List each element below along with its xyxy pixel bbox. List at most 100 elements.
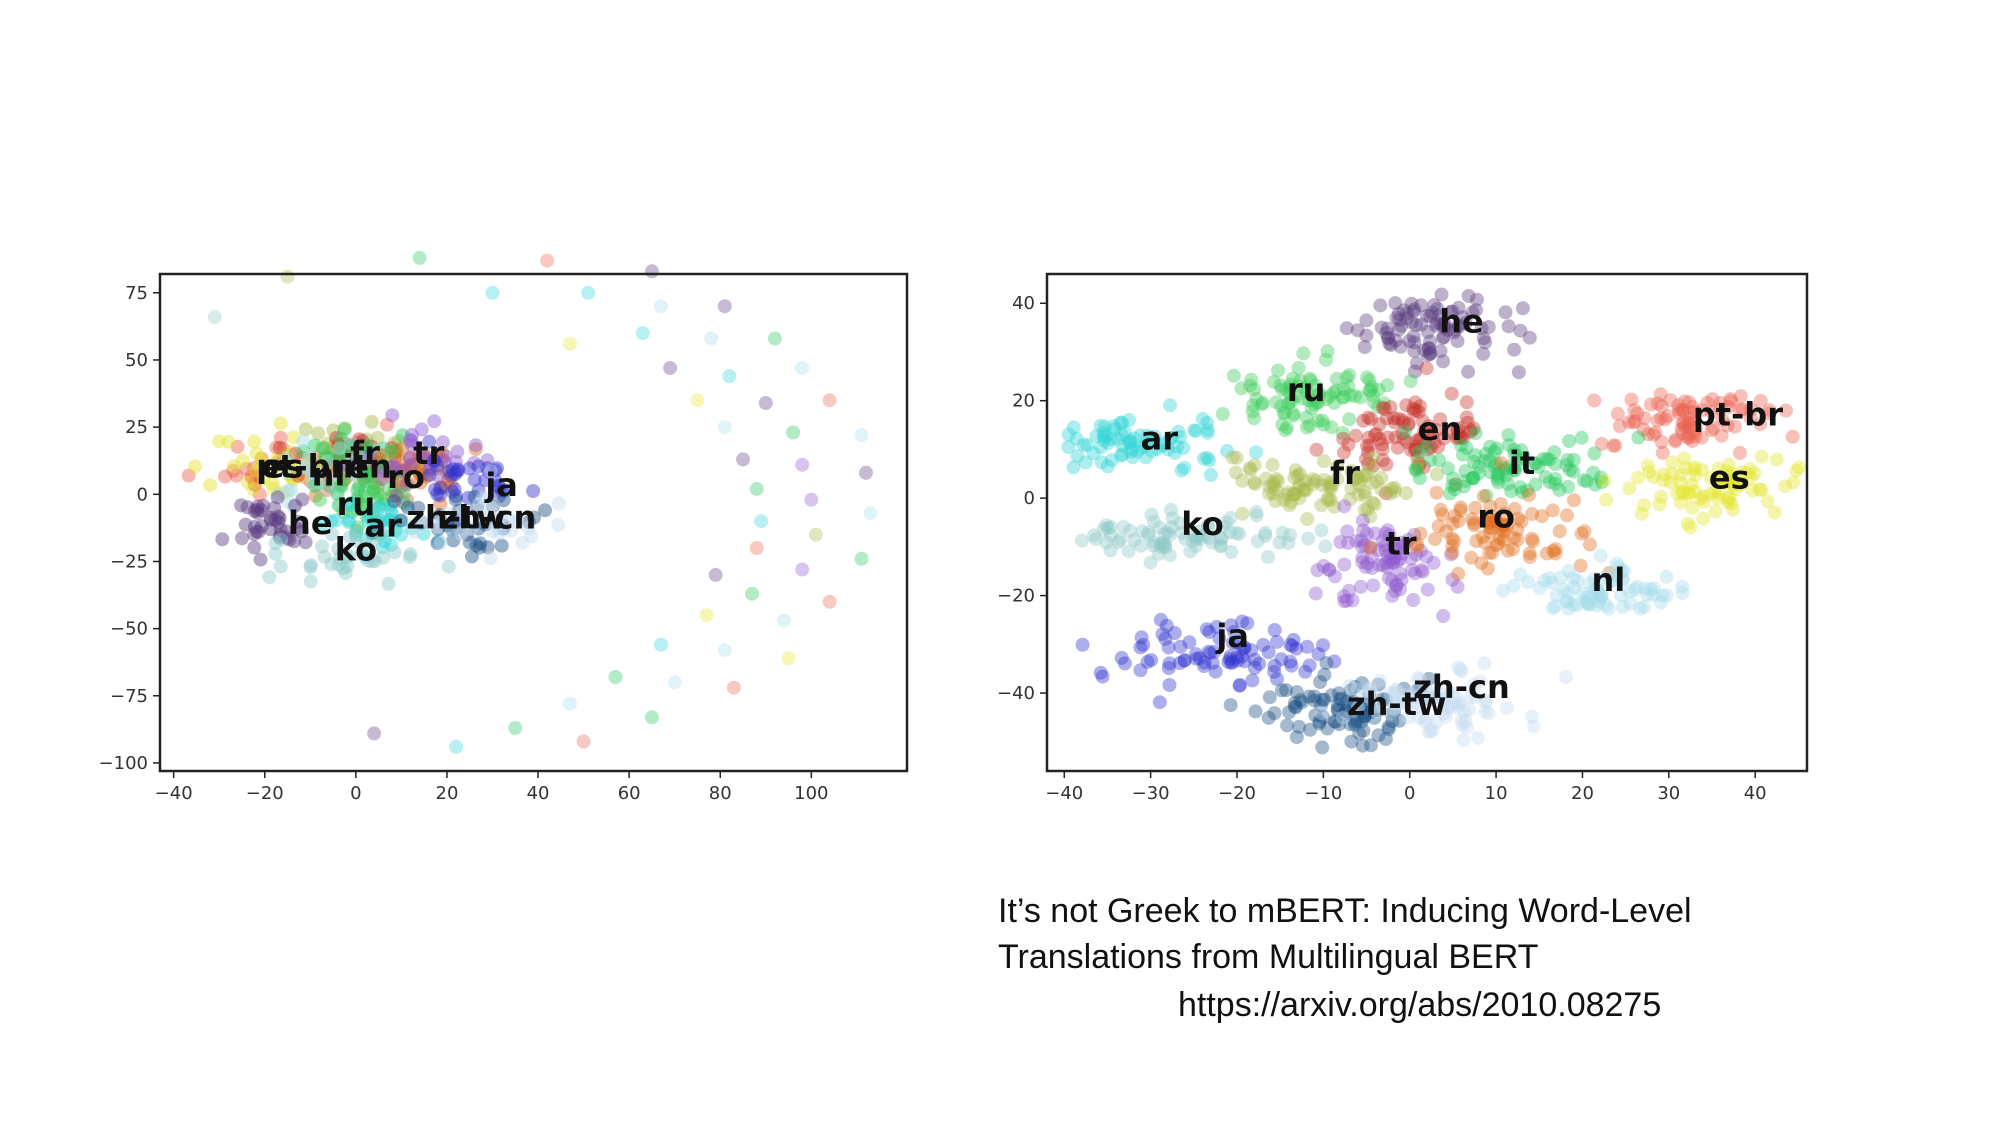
data-point-he [1389,311,1404,325]
data-point-es [286,464,301,479]
data-point-ko [1158,540,1173,555]
data-point-he [1407,335,1422,350]
data-point-he [1339,321,1354,336]
y-tick-label: −75 [110,686,148,707]
data-point-ro [1445,531,1460,546]
data-point-fr [1356,468,1371,483]
data-point-nl [1542,571,1557,586]
data-point-es [270,450,285,465]
data-point-en [1399,398,1414,413]
data-point-ar [485,285,500,300]
data-point-ko [1275,525,1290,540]
data-point-en [1444,425,1459,440]
data-point-it [353,466,368,481]
data-point-ru [366,482,381,497]
data-point-ar [1188,423,1203,438]
data-point-nl [1628,582,1643,597]
data-point-zh-tw [1332,686,1346,701]
data-point-ko [1188,539,1203,553]
data-point-ru [1362,383,1377,398]
data-point-es [288,465,303,480]
data-point-pt-br [1743,410,1758,425]
data-point-it [1586,465,1601,480]
data-point-ro [433,496,448,511]
data-point-ar [324,514,338,529]
data-point-es [1711,474,1726,489]
data-point-zh-cn [1386,696,1401,711]
data-point-he [1450,334,1465,349]
data-point-es [1789,463,1804,478]
data-point-ro [1505,542,1520,557]
data-point-pt-br [1676,403,1691,418]
data-point-zh-cn [1396,688,1410,703]
data-point-ko [1202,531,1217,546]
data-point-he [288,498,303,513]
data-point-ru [1267,374,1281,389]
data-point-nl [1553,570,1568,585]
data-point-he [1435,330,1450,345]
data-point-fr [1229,450,1244,465]
data-point-ja [1285,638,1300,653]
data-point-fr [1429,467,1444,482]
data-point-zh-tw [1314,698,1328,713]
data-point-fr [364,414,379,429]
data-point-nl [350,484,365,499]
data-point-zh-tw [1379,692,1393,707]
data-point-ja [1252,656,1267,671]
data-point-he [1425,305,1440,320]
data-point-it [337,422,352,437]
data-point-fr [1344,464,1359,478]
data-point-zh-tw [1280,718,1295,733]
data-point-he [287,534,302,549]
data-point-nl [280,450,295,465]
data-point-it [1562,434,1577,448]
data-point-he [215,532,230,547]
data-point-ro [331,462,346,477]
data-point-ro [1477,514,1492,528]
data-point-ko [1162,528,1177,543]
data-point-ru [1279,382,1294,397]
data-point-ko [1157,526,1172,541]
data-point-en [1411,404,1426,419]
data-point-ro [1439,524,1454,539]
data-point-ar [1170,439,1185,454]
data-point-zh-cn [1389,682,1404,697]
data-point-fr [1322,479,1337,494]
data-point-zh-tw [1315,692,1330,707]
cluster-label-tr: tr [413,434,444,472]
data-point-ru [1364,379,1379,394]
data-point-zh-tw [451,503,466,518]
data-point-fr [1268,482,1283,497]
data-point-fr [1242,461,1257,476]
cluster-label-ar: ar [1141,420,1179,458]
data-point-ar [1187,423,1202,438]
data-point-pt-br [1721,400,1736,414]
data-point-ro [367,456,382,471]
data-point-ro [1496,518,1511,533]
data-point-pt-br [181,468,196,483]
data-point-he [1359,313,1374,328]
data-point-en [1460,415,1475,430]
data-point-ro [1409,540,1424,555]
data-point-en [1427,435,1442,450]
data-point-es [1710,472,1725,487]
data-point-ru [1353,390,1368,405]
data-point-zh-cn [521,520,536,535]
data-point-ro [1489,514,1504,529]
data-point-pt-br [1682,411,1697,426]
data-point-ru [1339,370,1354,385]
cluster-label-ko: ko [1181,505,1223,543]
data-point-es [1696,511,1711,526]
data-point-it [1593,470,1608,485]
data-point-ar [1098,428,1113,443]
data-point-ko [1158,539,1172,553]
data-point-fr [1351,487,1366,502]
data-point-zh-cn [471,497,486,512]
data-point-pt-br [1713,395,1728,410]
data-point-ar [581,285,596,300]
data-point-ru [1308,378,1323,393]
data-point-ar [1066,420,1081,435]
data-point-en [1459,410,1474,425]
data-point-ja [1286,632,1301,647]
data-point-en [1395,426,1410,441]
